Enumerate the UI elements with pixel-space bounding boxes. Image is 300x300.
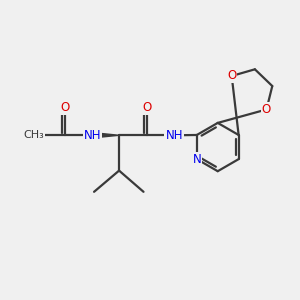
Text: O: O xyxy=(262,103,271,116)
Text: NH: NH xyxy=(165,129,183,142)
Text: CH₃: CH₃ xyxy=(23,130,44,140)
Text: N: N xyxy=(192,153,201,166)
Text: O: O xyxy=(60,101,69,114)
Polygon shape xyxy=(93,133,119,138)
Text: NH: NH xyxy=(84,129,101,142)
Text: O: O xyxy=(142,101,152,114)
Text: O: O xyxy=(227,70,236,83)
